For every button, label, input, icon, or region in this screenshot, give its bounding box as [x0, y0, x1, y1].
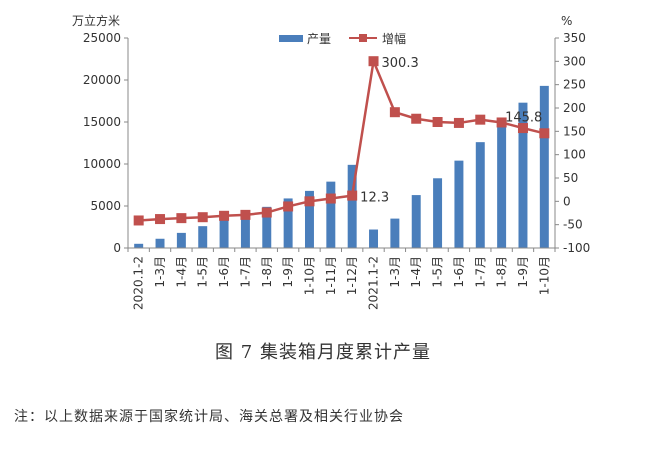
right-tick-label: -100	[563, 241, 590, 255]
left-tick-label: 25000	[83, 31, 121, 45]
bar	[304, 190, 314, 248]
bar	[475, 142, 485, 248]
chart: 万立方米 % 产量 增幅 0 5000 10000 15000 20000 25000 -…	[72, 13, 590, 310]
x-tick-label: 1-7月	[238, 256, 252, 288]
line-marker	[496, 117, 507, 128]
x-tick-label: 1-7月	[473, 256, 487, 288]
bar	[134, 243, 144, 248]
legend-bar-label: 产量	[307, 32, 331, 46]
bar	[155, 238, 165, 248]
bar	[240, 214, 250, 248]
right-tick-label: 300	[563, 54, 586, 68]
bar	[369, 229, 379, 248]
data-label: 12.3	[360, 191, 389, 206]
line-marker	[389, 107, 400, 118]
bar	[262, 206, 272, 248]
line-marker	[475, 114, 486, 125]
line-marker	[133, 215, 144, 226]
right-axis: -100 -50 0 50 100 150 200 250 300 350	[554, 31, 590, 255]
x-tick-label: 1-5月	[196, 256, 210, 288]
data-label: 145.8	[505, 110, 542, 125]
line-marker	[432, 117, 443, 127]
x-tick-label: 1-12月	[345, 256, 359, 295]
right-tick-label: 50	[563, 171, 578, 185]
line-marker	[197, 212, 208, 223]
right-tick-label: 200	[563, 101, 586, 115]
bar	[433, 178, 443, 248]
line-marker	[240, 209, 251, 220]
right-axis-unit: %	[561, 14, 572, 28]
x-tick-label: 1-4月	[174, 256, 188, 288]
annotations: 12.3 300.3 145.8	[360, 56, 542, 205]
right-tick-label: 250	[563, 78, 586, 92]
left-tick-label: 0	[113, 241, 121, 255]
bar	[326, 181, 336, 248]
line-marker	[283, 201, 294, 212]
left-tick-label: 20000	[83, 73, 121, 87]
x-tick-label: 2020.1-2	[132, 256, 146, 310]
bar	[347, 164, 357, 248]
x-tick-label: 1-6月	[217, 256, 231, 288]
right-tick-label: 150	[563, 124, 586, 138]
x-tick-label: 1-9月	[516, 256, 530, 288]
x-tick-label: 1-3月	[153, 256, 167, 288]
line-marker	[347, 190, 358, 201]
line-marker	[261, 207, 272, 218]
x-tick-label: 1-11月	[324, 256, 338, 295]
x-tick-label: 1-9月	[281, 256, 295, 288]
data-label: 300.3	[382, 56, 419, 71]
bar	[219, 220, 229, 248]
bar	[518, 102, 528, 249]
right-tick-label: 100	[563, 148, 586, 162]
x-tick-label: 1-10月	[537, 256, 551, 295]
x-axis: 2020.1-2 1-3月 1-4月 1-5月 1-6月 1-7月 1-8月 1-9月 1-10…	[127, 247, 556, 310]
bar	[283, 198, 293, 248]
legend-bar-swatch	[279, 35, 303, 42]
x-tick-label: 1-4月	[409, 256, 423, 288]
x-tick-label: 1-8月	[495, 256, 509, 288]
source-note: 注：以上数据来源于国家统计局、海关总署及相关行业协会	[14, 409, 404, 425]
line-marker	[219, 210, 230, 221]
legend-line-marker	[359, 34, 367, 42]
bar	[176, 232, 186, 248]
bar	[198, 226, 208, 248]
bar	[390, 218, 400, 248]
left-axis: 0 5000 10000 15000 20000 25000	[83, 31, 129, 255]
bar	[539, 85, 549, 248]
x-tick-label: 1-8月	[260, 256, 274, 288]
x-tick-label: 1-3月	[388, 256, 402, 288]
line-marker	[304, 196, 315, 207]
x-tick-label: 1-6月	[452, 256, 466, 288]
bar	[497, 122, 507, 248]
line-marker	[325, 193, 336, 204]
line-series	[133, 56, 550, 226]
line-marker	[517, 123, 528, 134]
bar-series	[134, 85, 549, 249]
right-tick-label: 350	[563, 31, 586, 45]
bar	[454, 160, 464, 248]
line-marker	[176, 213, 187, 224]
right-tick-label: 0	[563, 194, 571, 208]
line-marker	[453, 117, 464, 128]
left-axis-unit: 万立方米	[72, 13, 120, 28]
left-tick-label: 15000	[83, 115, 121, 129]
left-tick-label: 5000	[90, 199, 121, 213]
line-marker	[155, 214, 166, 225]
x-tick-label: 1-10月	[302, 256, 316, 295]
legend: 产量 增幅	[279, 31, 406, 46]
line-marker	[539, 128, 550, 139]
line-marker	[411, 113, 422, 124]
legend-line-label: 增幅	[382, 31, 406, 46]
bar	[411, 195, 421, 248]
left-tick-label: 10000	[83, 157, 121, 171]
line-marker	[368, 56, 379, 67]
x-tick-label: 2021.1-2	[367, 256, 381, 310]
x-tick-label: 1-5月	[431, 256, 445, 288]
figure-caption: 图 7 集装箱月度累计产量	[215, 342, 431, 363]
right-tick-label: -50	[563, 218, 583, 232]
